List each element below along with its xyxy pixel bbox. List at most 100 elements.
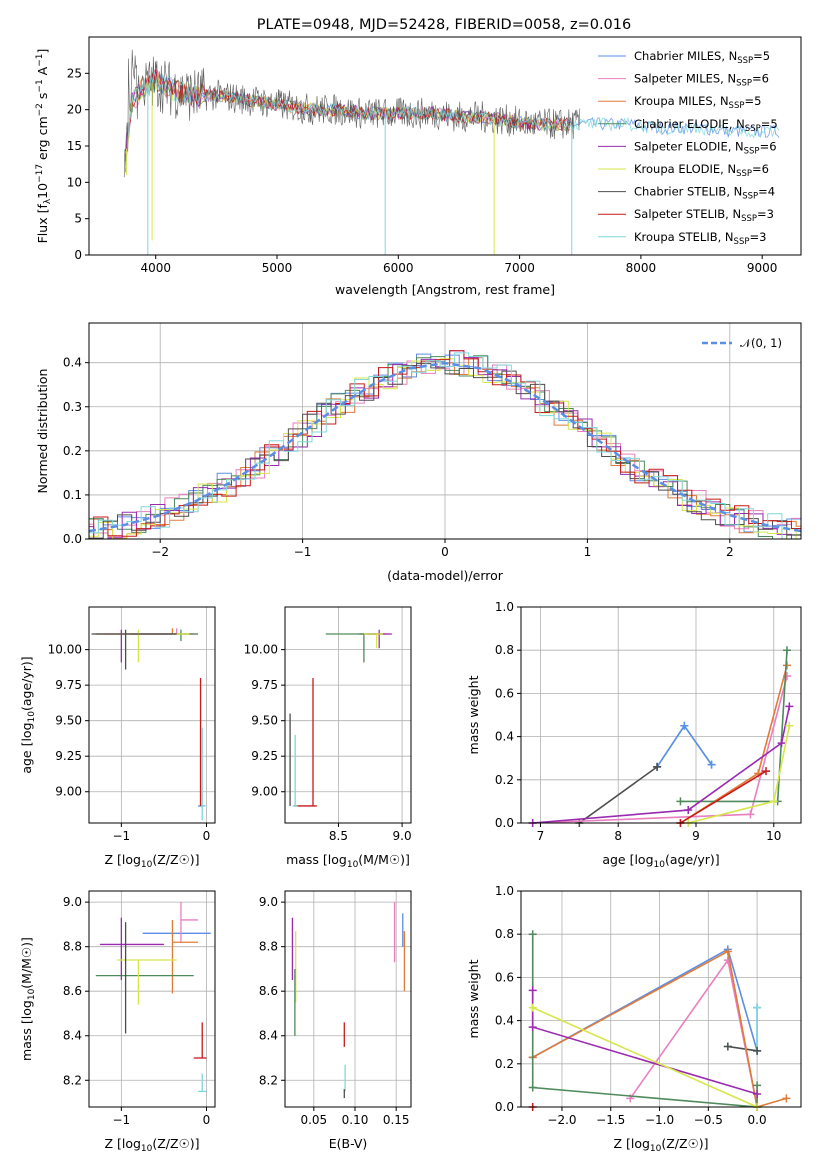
spectrum-xtick-label: 8000: [626, 261, 657, 275]
spectrum-xlabel: wavelength [Angstrom, rest frame]: [335, 282, 555, 297]
weight-z-xtick-label: 0.0: [748, 1113, 767, 1127]
legend-count: =3: [749, 230, 766, 244]
age-z-ytick-label: 9.25: [55, 749, 82, 763]
weight-z-marker: [782, 1094, 791, 1103]
weight-z-ytick-label: 0.6: [495, 970, 514, 984]
age-mass-ytick-label: 9.00: [251, 785, 278, 799]
legend-count: =6: [752, 72, 769, 86]
weight-z-marker: [528, 1003, 537, 1012]
age-z-ytick-label: 10.00: [48, 643, 82, 657]
mass-ebv-ytick-label: 8.4: [259, 1029, 278, 1043]
histogram-ytick-label: 0.0: [63, 532, 82, 546]
legend-count: =6: [760, 139, 777, 153]
weight-z-xlabel: Z [log10(Z/Z☉)]: [613, 1136, 708, 1154]
legend-label: Kroupa ELODIE, NSSP=6: [634, 162, 769, 179]
age-z-xlabel: Z [log10(Z/Z☉)]: [104, 852, 199, 870]
weight-z-marker: [528, 1083, 537, 1092]
weight-z-ytick-label: 0.2: [495, 1057, 514, 1071]
weight-age-series: [578, 766, 658, 824]
spectrum-xtick-label: 7000: [504, 261, 535, 275]
spectrum-ytick-label: 0: [74, 248, 82, 262]
age-mass-marks: [289, 629, 392, 807]
age-z-ytick-label: 9.75: [55, 678, 82, 692]
weight-age-marker: [785, 721, 794, 730]
histogram-ytick-label: 0.1: [63, 488, 82, 502]
mass-z-ytick-label: 8.4: [63, 1029, 82, 1043]
legend-count: =6: [752, 162, 769, 176]
histogram-ytick-label: 0.4: [63, 356, 82, 370]
legend-label: Salpeter ELODIE, NSSP=6: [634, 139, 777, 156]
spectrum-line-salpeter-stelib: [125, 69, 571, 162]
weight-z-marker: [723, 1042, 732, 1051]
legend-label: Chabrier STELIB, NSSP=4: [634, 185, 775, 202]
spectrum-ytick-label: 25: [67, 66, 82, 80]
figure-title: PLATE=0948, MJD=52428, FIBERID=0058, z=0…: [257, 17, 631, 33]
legend-label: Kroupa STELIB, NSSP=3: [634, 230, 766, 247]
legend-sub: SSP: [729, 101, 745, 111]
weight-age-xtick-label: 7: [537, 829, 545, 843]
legend-sub: SSP: [741, 214, 757, 224]
mass-ebv-marks: [291, 902, 406, 1099]
histogram-ytick-label: 0.3: [63, 400, 82, 414]
legend-count: =5: [744, 94, 761, 108]
weight-z-xtick-label: −0.5: [694, 1113, 723, 1127]
spectrum-xtick-label: 9000: [747, 261, 778, 275]
age-mass-frame: [284, 606, 412, 824]
spectrum-ytick-label: 5: [74, 212, 82, 226]
spectrum-xtick-label: 6000: [383, 261, 414, 275]
weight-age-ytick-label: 0.0: [495, 816, 514, 830]
spectrum-ticks: 4000 5000 6000 7000 8000 9000 0 5 10 15 20 25: [67, 66, 778, 275]
weight-age-marker: [680, 721, 689, 730]
legend-label: Chabrier ELODIE, NSSP=5: [634, 117, 778, 134]
weight-z-ylabel: mass weight: [466, 959, 481, 1038]
histogram-ylabel: Normed distribution: [35, 369, 50, 494]
weight-age-marker: [684, 806, 693, 815]
age-mass-ytick-label: 9.50: [251, 714, 278, 728]
weight-z-series: [532, 1006, 758, 1108]
legend-count: =5: [753, 49, 770, 63]
weight-age-ylabel: mass weight: [466, 675, 481, 754]
weight-age-series: [680, 770, 767, 824]
mass-z-marks: [95, 902, 211, 1093]
histogram-axes-frame: [88, 322, 802, 540]
mass-ebv-xlabel: E(B-V): [329, 1136, 368, 1151]
histogram-steps: [89, 350, 801, 539]
weight-age-xtick-label: 10: [766, 829, 781, 843]
weight-z-panel: −2.0 −1.5 −1.0 −0.5 0.0 0.0 0.2 0.4 0.6 0.8 1.0 Z […: [466, 884, 802, 1154]
weight-age-marker: [746, 810, 755, 819]
weight-z-marker: [753, 1046, 762, 1055]
histogram-plot-area: −2 −1 0 1 2 0.0 0.1 0.2 0.3 0.4: [63, 323, 801, 559]
mass-z-panel: −1 0 8.2 8.4 8.6 8.8 9.0 Z [log10(Z/Z☉)] mass [l…: [19, 890, 216, 1154]
weight-age-series: [532, 706, 791, 824]
legend-count: =4: [758, 185, 775, 199]
legend-sub: SSP: [745, 124, 761, 134]
mass-z-xlabel: Z [log10(Z/Z☉)]: [104, 1136, 199, 1154]
legend-label: Kroupa MILES, NSSP=5: [634, 94, 761, 111]
weight-age-marker: [783, 646, 791, 655]
histogram-xtick-label: −1: [294, 545, 312, 559]
weight-z-marker: [528, 930, 537, 939]
weight-z-marker: [528, 1023, 537, 1032]
histogram-xtick-label: −2: [151, 545, 169, 559]
weight-z-marker: [753, 1081, 762, 1090]
weight-age-ytick-label: 0.8: [495, 643, 514, 657]
mass-ebv-ytick-label: 8.6: [259, 984, 278, 998]
weight-age-ytick-label: 0.6: [495, 686, 514, 700]
mass-z-xtick-label: 0: [203, 1113, 211, 1127]
spectrum-ytick-label: 15: [67, 139, 82, 153]
weight-z-ytick-label: 0.0: [495, 1100, 514, 1114]
weight-age-ytick-label: 1.0: [495, 600, 514, 614]
weight-z-ytick-label: 1.0: [495, 884, 514, 898]
age-z-ylabel: age [log10(age/yr)]: [19, 656, 37, 773]
weight-age-frame: [520, 606, 802, 824]
mass-z-ytick-label: 8.8: [63, 940, 82, 954]
legend-sub: SSP: [742, 192, 758, 202]
legend-label: Chabrier MILES, NSSP=5: [634, 49, 770, 66]
spectrum-plot-area: [123, 49, 780, 255]
weight-age-panel: 7 8 9 10 0.0 0.2 0.4 0.6 0.8 1.0 age [log10(age/yr…: [466, 600, 802, 870]
weight-z-marker: [528, 986, 537, 995]
mass-ebv-ytick-label: 8.2: [259, 1073, 278, 1087]
mass-ebv-panel: 0.05 0.10 0.15 8.2 8.4 8.6 8.8 9.0 E(B-V): [259, 890, 412, 1151]
